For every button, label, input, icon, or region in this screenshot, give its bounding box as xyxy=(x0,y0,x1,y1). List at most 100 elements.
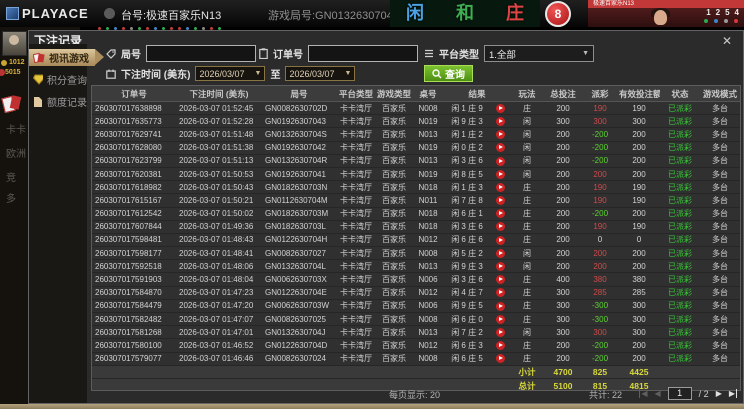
play-result-icon[interactable] xyxy=(495,341,505,351)
filter-row-2: 下注时间 (美东) 2026/03/07 ▼ 至 2026/03/07 ▼ xyxy=(106,65,356,82)
points-value: 5015 xyxy=(5,69,21,76)
date-to-picker[interactable]: 2026/03/07 ▼ xyxy=(285,66,356,81)
table-row[interactable]: 260307017612542 2026-03-07 01:50:02 GN01… xyxy=(92,207,740,221)
table-row[interactable]: 260307017629741 2026-03-07 01:51:48 GN01… xyxy=(92,127,740,142)
chevron-down-icon: ▼ xyxy=(254,70,262,77)
play-result-icon[interactable] xyxy=(495,182,505,192)
col-header: 桌号 xyxy=(412,86,444,102)
bet-spot[interactable]: 庄 xyxy=(506,3,524,23)
bet-spot[interactable]: 闲 xyxy=(406,3,424,23)
play-result-icon[interactable] xyxy=(495,314,505,324)
sidebar-item-video-games[interactable]: 视讯游戏 xyxy=(29,49,104,66)
play-result-icon[interactable] xyxy=(495,327,505,337)
table-row[interactable]: 260307017580100 2026-03-07 01:46:52 GN01… xyxy=(92,338,740,353)
last-page-button[interactable]: ▶ xyxy=(728,389,737,398)
calendar-icon xyxy=(106,69,116,79)
col-header: 局号 xyxy=(262,86,336,102)
table-row[interactable]: 260307017579077 2026-03-07 01:46:46 GN00… xyxy=(92,352,740,366)
video-banner: 极速百家乐N13 xyxy=(588,0,744,8)
table-row[interactable]: 260307017635773 2026-03-07 01:52:28 GN01… xyxy=(92,114,740,129)
table-row[interactable]: 260307017598481 2026-03-07 01:48:43 GN01… xyxy=(92,233,740,248)
info-icon xyxy=(104,8,115,19)
col-header: 平台类型 xyxy=(336,86,376,102)
date-to-separator: 至 xyxy=(270,70,281,81)
play-result-icon[interactable] xyxy=(495,143,505,153)
page-number-input[interactable]: 1 xyxy=(667,387,692,400)
order-filter-label: 订单号 xyxy=(273,50,303,61)
prev-page-button[interactable]: ◀ xyxy=(654,389,661,398)
platform-filter-label: 平台类型 xyxy=(439,50,479,61)
table-row[interactable]: 260307017582482 2026-03-07 01:47:07 GN00… xyxy=(92,312,740,327)
play-result-icon[interactable] xyxy=(495,156,505,166)
round-input[interactable] xyxy=(146,45,256,62)
table-row[interactable]: 260307017607844 2026-03-07 01:49:36 GN01… xyxy=(92,220,740,234)
subtotal-row: 小计 4700 825 4425 xyxy=(92,364,740,380)
subtotal-label: 小计 xyxy=(510,364,545,380)
brand-logo: PLAYACE xyxy=(22,6,89,21)
table-row[interactable]: 260307017628080 2026-03-07 01:51:38 GN01… xyxy=(92,141,740,155)
gem-icon xyxy=(33,74,43,85)
round-filter-label: 局号 xyxy=(121,50,141,61)
play-result-icon[interactable] xyxy=(495,130,505,140)
play-result-icon[interactable] xyxy=(495,262,505,272)
col-header: 下注时间 (美东) xyxy=(176,86,262,102)
table-row[interactable]: 260307017584870 2026-03-07 01:47:23 GN01… xyxy=(92,286,740,300)
play-result-icon[interactable] xyxy=(495,196,505,206)
table-row[interactable]: 260307017584479 2026-03-07 01:47:20 GN00… xyxy=(92,299,740,314)
lobby-menu-item[interactable]: 卡卡 xyxy=(6,125,26,136)
col-header: 状态 xyxy=(660,86,701,102)
subtotal-payout: 825 xyxy=(582,364,619,380)
play-result-icon[interactable] xyxy=(495,288,505,298)
play-result-icon[interactable] xyxy=(495,354,505,364)
balance-value: 1012 xyxy=(9,59,25,66)
col-header: 总投注 xyxy=(544,86,583,102)
table-row[interactable]: 260307017581268 2026-03-07 01:47:01 GN01… xyxy=(92,325,740,340)
table-row[interactable]: 260307017638898 2026-03-07 01:52:45 GN00… xyxy=(92,101,740,116)
play-result-icon[interactable] xyxy=(495,169,505,179)
page-count-label: / 2 xyxy=(698,388,709,399)
video-counter-dots xyxy=(704,19,738,23)
play-result-icon[interactable] xyxy=(495,103,505,113)
play-result-icon[interactable] xyxy=(495,222,505,232)
search-button-label: 查询 xyxy=(445,70,465,81)
search-button[interactable]: 查询 xyxy=(424,65,473,82)
table-row[interactable]: 260307017623799 2026-03-07 01:51:13 GN01… xyxy=(92,154,740,168)
table-row[interactable]: 260307017620381 2026-03-07 01:50:53 GN01… xyxy=(92,167,740,182)
filter-row-1: 局号 xyxy=(106,45,256,62)
bet-spot[interactable]: 和 xyxy=(456,3,474,23)
date-from-value: 2026/03/07 xyxy=(199,68,245,79)
lobby-menu-item[interactable]: 欧洲 xyxy=(6,149,26,160)
sidebar-item-credit-records[interactable]: 额度记录 xyxy=(29,93,87,110)
file-icon xyxy=(34,96,42,107)
points-icon xyxy=(0,69,5,76)
col-header: 有效投注额 xyxy=(618,86,661,102)
next-page-button[interactable]: ▶ xyxy=(715,389,722,398)
platform-select[interactable]: 1.全部 ▼ xyxy=(484,45,594,62)
table-row[interactable]: 260307017592518 2026-03-07 01:48:06 GN01… xyxy=(92,259,740,274)
sidebar-item-label: 额度记录 xyxy=(47,98,87,109)
first-page-button[interactable]: ◀ xyxy=(639,389,648,398)
play-result-icon[interactable] xyxy=(495,235,505,245)
play-result-icon[interactable] xyxy=(495,301,505,311)
play-result-icon[interactable] xyxy=(495,116,505,126)
filter-row-1c: 平台类型 1.全部 ▼ xyxy=(424,45,594,62)
table-row[interactable]: 260307017591903 2026-03-07 01:48:04 GN00… xyxy=(92,272,740,287)
close-icon[interactable]: ✕ xyxy=(721,34,732,48)
order-input[interactable] xyxy=(308,45,418,62)
search-icon xyxy=(432,68,442,78)
table-row[interactable]: 260307017618982 2026-03-07 01:50:43 GN01… xyxy=(92,180,740,195)
lobby-menu-item[interactable]: 多 xyxy=(6,194,16,205)
cards-icon xyxy=(1,95,25,114)
lobby-bottom-bar xyxy=(0,404,744,409)
table-row[interactable]: 260307017615167 2026-03-07 01:50:21 GN01… xyxy=(92,193,740,208)
play-result-icon[interactable] xyxy=(495,275,505,285)
date-from-picker[interactable]: 2026/03/07 ▼ xyxy=(195,66,266,81)
modal-sidebar: 视讯游戏 积分查询 额度记录 xyxy=(29,44,104,403)
sidebar-item-points-query[interactable]: 积分查询 xyxy=(29,71,87,88)
brand-icon xyxy=(6,7,19,20)
lobby-menu-item[interactable]: 竞 xyxy=(6,173,16,184)
table-row[interactable]: 260307017598177 2026-03-07 01:48:41 GN00… xyxy=(92,246,740,261)
play-result-icon[interactable] xyxy=(495,248,505,258)
per-page-label: 每页显示: 20 xyxy=(389,390,441,400)
play-result-icon[interactable] xyxy=(495,209,505,219)
